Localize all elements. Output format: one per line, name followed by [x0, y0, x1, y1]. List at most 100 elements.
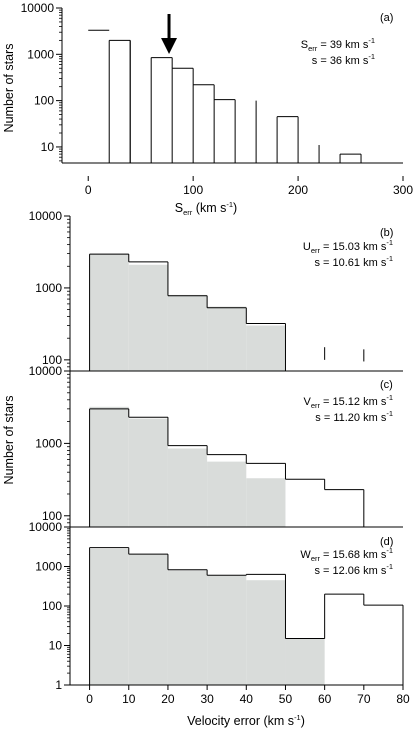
annotation-sup: -1 — [386, 238, 393, 247]
y-tick-label: 10000 — [29, 364, 63, 378]
filled-bar — [167, 294, 208, 371]
filled-bar — [89, 253, 129, 371]
x-tick-label: 70 — [357, 692, 371, 706]
y-tick-label: 1000 — [35, 436, 62, 450]
filled-bar — [285, 638, 325, 685]
y-tick-label: 1000 — [27, 47, 54, 61]
panel-b-label: (b) — [380, 227, 393, 239]
annotation-line: Serr = 39 km s-1 — [301, 36, 375, 53]
y-tick-label: 10000 — [21, 1, 55, 15]
panel-d-label: (d) — [380, 536, 393, 548]
y-tick-label: 10 — [49, 639, 63, 653]
annotation-sup: -1 — [386, 409, 393, 418]
annotation-main: S — [301, 39, 308, 51]
annotation-rest: = 15.68 km s — [320, 549, 387, 561]
annotation-sup: -1 — [368, 52, 375, 61]
panel-d-axes: 1 10 100 1000 10000 0 10 20 30 40 50 60 70 80 — [29, 520, 410, 706]
annotation-line: Verr = 15.12 km s-1 — [303, 393, 393, 410]
panel-c-axes: 100 1000 10000 — [29, 364, 403, 528]
y-tick-label: 10000 — [29, 209, 63, 223]
panel-a-label: (a) — [380, 12, 393, 24]
filled-bar — [207, 575, 247, 685]
panel-c-annotation: Verr = 15.12 km s-1s = 11.20 km s-1 — [303, 393, 393, 424]
filled-bar — [246, 325, 286, 371]
y-tick-label: 10000 — [29, 520, 63, 534]
y-tick-label: 100 — [34, 94, 54, 108]
y-tick-label: 10 — [41, 140, 55, 154]
annotation-line: s = 12.06 km s-1 — [314, 562, 393, 577]
filled-bar — [246, 580, 286, 685]
x-tick-label: 40 — [240, 692, 254, 706]
panel-d: 1 10 100 1000 10000 0 10 20 30 40 50 60 70 80 (d) Wer… — [29, 520, 410, 728]
panel-a: 10 100 1000 10000 0 100 200 300 (a) Serr = 39 k… — [2, 1, 413, 217]
filled-bar — [167, 570, 208, 685]
y-tick-label: 1000 — [35, 560, 62, 574]
y-tick-label: 1000 — [35, 281, 62, 295]
panel-a-axes: 10 100 1000 10000 0 100 200 300 — [21, 1, 414, 197]
annotation-sup: -1 — [368, 36, 375, 45]
x-tick-label: 60 — [318, 692, 332, 706]
annotation-rest: = 39 km s — [317, 39, 369, 51]
x-tick-label: 30 — [200, 692, 214, 706]
filled-bar — [89, 406, 129, 527]
x-tick-label: 50 — [279, 692, 293, 706]
panel-b-axes: 100 1000 10000 — [29, 209, 403, 372]
filled-bar — [128, 418, 168, 527]
annotation-main: s = 12.06 km s — [314, 565, 386, 577]
filled-bar — [207, 306, 247, 371]
x-tick-label: 10 — [122, 692, 136, 706]
filled-bar — [246, 478, 286, 527]
annotation-line: s = 11.20 km s-1 — [315, 409, 393, 424]
annotation-line: s = 36 km s-1 — [312, 52, 375, 67]
y-tick-label: 1 — [55, 678, 62, 692]
panel-d-xlabel: Velocity error (km s-1) — [187, 713, 305, 728]
arrow-head — [161, 38, 178, 54]
annotation-sup: -1 — [386, 546, 393, 555]
annotation-sup: -1 — [386, 393, 393, 402]
filled-bar — [89, 548, 129, 685]
panel-b-annotation: Uerr = 15.03 km s-1s = 10.61 km s-1 — [303, 238, 393, 269]
annotation-main: s = 11.20 km s — [315, 412, 387, 424]
y-tick-label: 100 — [42, 353, 62, 367]
panel-a-annotation: Serr = 39 km s-1s = 36 km s-1 — [301, 36, 375, 67]
filled-bar — [128, 554, 168, 685]
panel-b-bars — [89, 253, 365, 371]
panel-c-bars — [89, 406, 365, 527]
annotation-main: U — [303, 241, 311, 253]
panel-c-label: (c) — [380, 379, 393, 391]
filled-bar — [128, 264, 168, 371]
annotation-line: s = 10.61 km s-1 — [314, 254, 393, 269]
x-tick-label: 200 — [288, 183, 308, 197]
x-tick-label: 100 — [183, 183, 203, 197]
panel-a-ylabel: Number of stars — [2, 44, 16, 133]
x-tick-label: 0 — [85, 183, 92, 197]
panel-a-xlabel: Serr (km s-1) — [175, 200, 237, 217]
panel-d-annotation: Werr = 15.68 km s-1s = 12.06 km s-1 — [300, 546, 393, 577]
annotation-line: Uerr = 15.03 km s-1 — [303, 238, 393, 255]
annotation-main: s = 10.61 km s — [314, 257, 386, 269]
x-tick-label: 80 — [396, 692, 410, 706]
panel-a-bars — [88, 14, 362, 163]
filled-bar — [167, 448, 208, 527]
x-tick-label: 300 — [393, 183, 413, 197]
annotation-sub: err — [311, 401, 321, 410]
annotation-main: s = 36 km s — [312, 55, 369, 67]
annotation-rest: = 15.03 km s — [320, 241, 387, 253]
annotation-sub: err — [311, 246, 321, 255]
annotation-sup: -1 — [386, 254, 393, 263]
annotation-sup: -1 — [386, 562, 393, 571]
annotation-rest: = 15.12 km s — [320, 396, 387, 408]
x-tick-label: 20 — [161, 692, 175, 706]
annotation-line: Werr = 15.68 km s-1 — [300, 546, 393, 563]
annotation-sub: err — [308, 44, 318, 53]
annotation-main: V — [303, 396, 311, 408]
panel-d-bars — [89, 547, 404, 685]
y-tick-label: 100 — [42, 509, 62, 523]
filled-bar — [207, 461, 247, 527]
annotation-main: W — [300, 549, 311, 561]
annotation-sub: err — [311, 554, 321, 563]
x-tick-label: 0 — [86, 692, 93, 706]
